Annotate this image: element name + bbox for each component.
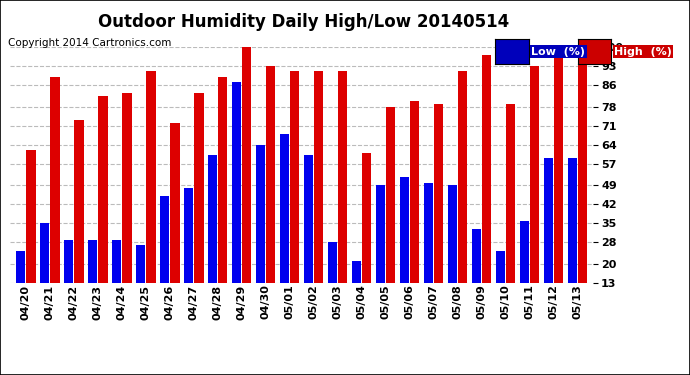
Bar: [400, 177, 409, 283]
Bar: [338, 71, 348, 283]
Bar: [458, 71, 467, 283]
Bar: [506, 104, 515, 283]
Bar: [315, 71, 324, 283]
Bar: [75, 120, 83, 283]
Bar: [184, 188, 193, 283]
Bar: [218, 77, 228, 283]
Bar: [554, 52, 564, 283]
Bar: [26, 150, 36, 283]
Text: Outdoor Humidity Daily High/Low 20140514: Outdoor Humidity Daily High/Low 20140514: [98, 13, 509, 31]
Bar: [386, 106, 395, 283]
Bar: [122, 93, 132, 283]
Bar: [50, 77, 59, 283]
Text: High  (%): High (%): [614, 46, 672, 57]
Bar: [40, 224, 50, 283]
Bar: [64, 240, 73, 283]
Bar: [242, 47, 251, 283]
Bar: [578, 47, 587, 283]
Bar: [208, 156, 217, 283]
Bar: [304, 156, 313, 283]
Bar: [411, 101, 420, 283]
Bar: [170, 123, 179, 283]
Bar: [353, 261, 362, 283]
Text: Copyright 2014 Cartronics.com: Copyright 2014 Cartronics.com: [8, 38, 172, 48]
Bar: [472, 229, 482, 283]
Bar: [328, 242, 337, 283]
Bar: [482, 55, 491, 283]
Bar: [112, 240, 121, 283]
Bar: [568, 158, 578, 283]
Bar: [290, 71, 299, 283]
Bar: [88, 240, 97, 283]
Bar: [496, 251, 505, 283]
Text: Low  (%): Low (%): [531, 46, 585, 57]
Bar: [146, 71, 155, 283]
Bar: [233, 82, 241, 283]
Bar: [17, 251, 26, 283]
Bar: [266, 66, 275, 283]
Bar: [256, 145, 266, 283]
Bar: [99, 96, 108, 283]
Bar: [448, 185, 457, 283]
Bar: [280, 134, 289, 283]
Bar: [531, 66, 540, 283]
Bar: [520, 220, 529, 283]
Bar: [376, 185, 386, 283]
Bar: [160, 196, 170, 283]
Bar: [362, 153, 371, 283]
Bar: [195, 93, 204, 283]
Bar: [137, 245, 146, 283]
Bar: [544, 158, 553, 283]
Bar: [424, 183, 433, 283]
Bar: [434, 104, 444, 283]
